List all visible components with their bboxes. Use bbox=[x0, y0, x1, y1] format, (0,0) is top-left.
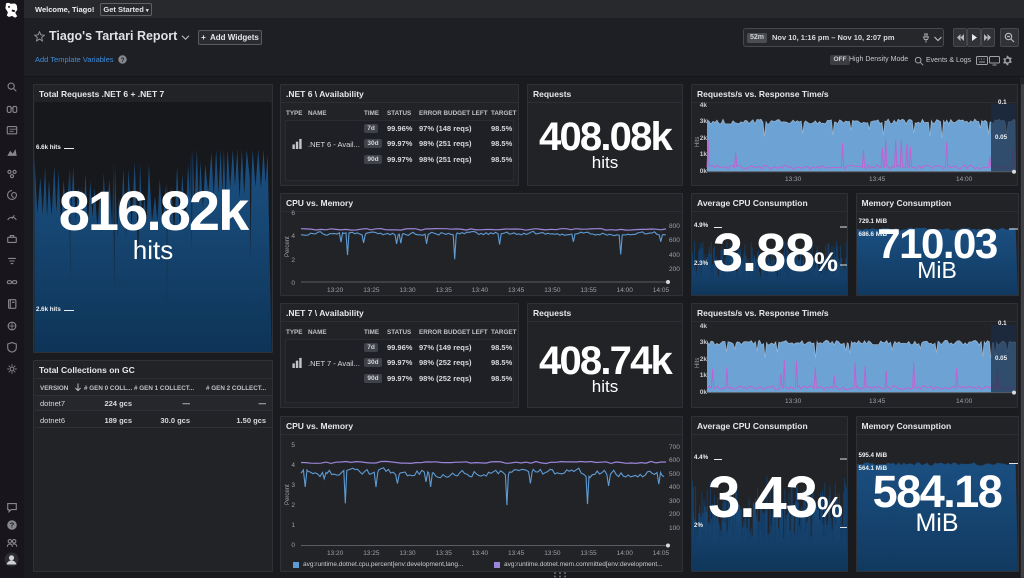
svg-text:?: ? bbox=[121, 57, 125, 64]
svg-text:?: ? bbox=[10, 521, 15, 530]
